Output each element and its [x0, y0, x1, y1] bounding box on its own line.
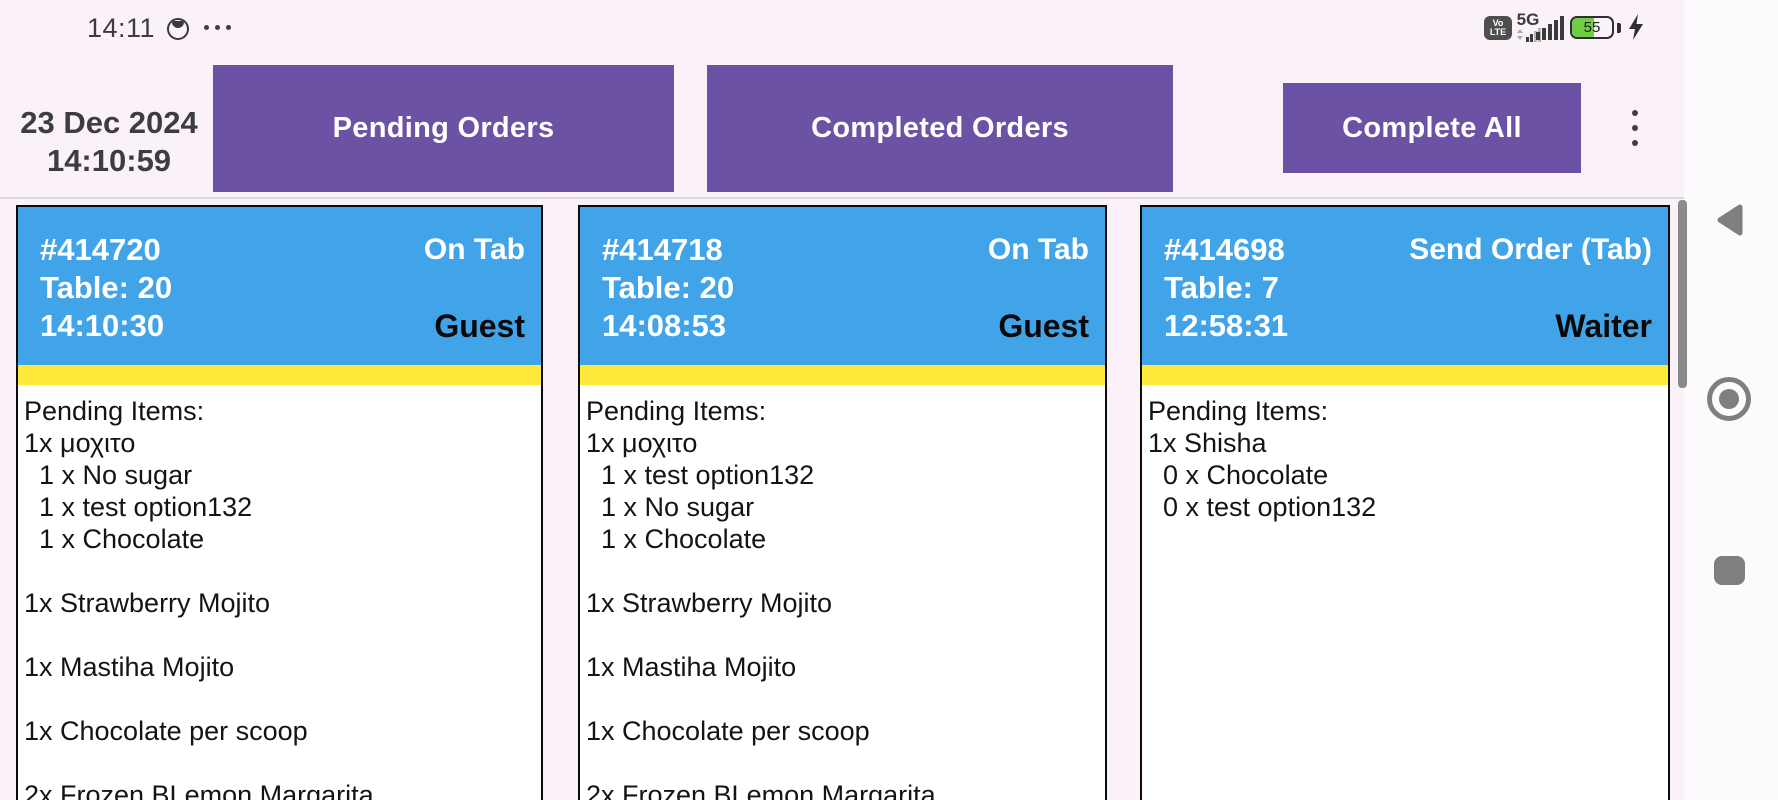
header-divider [0, 197, 1684, 199]
current-clock: 14:10:59 [46, 143, 172, 178]
complete-all-button[interactable]: Complete All [1283, 83, 1581, 173]
order-id: #414698 [1164, 232, 1285, 267]
order-type: Send Order (Tab) [1409, 233, 1652, 266]
status-bar: 14:11 Vo LTE 5G 55 [0, 0, 1778, 55]
order-items: Pending Items: 1x μοχιτο 1 x test option… [580, 385, 1105, 800]
back-button-icon[interactable] [1711, 202, 1747, 238]
battery-icon: 55 [1570, 16, 1614, 39]
order-status-stripe [1142, 365, 1668, 385]
order-card[interactable]: #414720 Table: 20 14:10:30 On Tab Guest … [16, 205, 543, 800]
order-type: On Tab [987, 233, 1089, 266]
order-card-header: #414698 Table: 7 12:58:31 Send Order (Ta… [1142, 207, 1668, 365]
order-item-line: 0 x test option132 [1148, 492, 1377, 522]
signal-bars-icon [1536, 16, 1564, 40]
volte-icon: Vo LTE [1484, 16, 1512, 40]
vertical-scrollbar[interactable] [1678, 200, 1687, 388]
face-emoji-icon [167, 18, 189, 40]
order-table: Table: 20 [40, 270, 173, 305]
order-item-line: 1x Chocolate per scoop [586, 716, 870, 746]
battery-level: 55 [1583, 19, 1601, 36]
order-type: On Tab [423, 233, 525, 266]
charging-bolt-icon [1629, 14, 1643, 40]
order-card[interactable]: #414698 Table: 7 12:58:31 Send Order (Ta… [1140, 205, 1670, 800]
pending-items-title: Pending Items: [24, 396, 205, 426]
order-card-header: #414718 Table: 20 14:08:53 On Tab Guest [580, 207, 1105, 365]
order-item-line: 0 x Chocolate [1148, 460, 1329, 490]
recents-button-icon[interactable] [1714, 556, 1745, 585]
order-item-line: 1x Strawberry Mojito [24, 588, 271, 618]
order-item-line: 1x μοχιτο [24, 428, 136, 458]
order-origin: Guest [434, 308, 525, 344]
order-item-line: 1x Mastiha Mojito [24, 652, 235, 682]
order-item-line: 1 x Chocolate [586, 524, 767, 554]
order-item-line [586, 619, 1097, 651]
pending-orders-button[interactable]: Pending Orders [213, 65, 674, 192]
home-button-icon[interactable] [1707, 377, 1751, 421]
order-item-line: 1x Shisha [1148, 428, 1267, 458]
order-card[interactable]: #414718 Table: 20 14:08:53 On Tab Guest … [578, 205, 1107, 800]
completed-orders-button[interactable]: Completed Orders [707, 65, 1173, 192]
order-item-line: 1x μοχιτο [586, 428, 698, 458]
pending-items-title: Pending Items: [1148, 396, 1329, 426]
overflow-menu-icon[interactable] [1627, 110, 1643, 146]
order-time: 14:10:30 [40, 308, 165, 343]
current-datetime: 23 Dec 2024 14:10:59 [18, 104, 200, 180]
order-id: #414720 [40, 232, 161, 267]
order-item-line [586, 683, 1097, 715]
order-item-line [24, 683, 533, 715]
battery-tip [1617, 23, 1621, 33]
order-id: #414718 [602, 232, 723, 267]
order-item-line [586, 555, 1097, 587]
order-item-line: 1 x test option132 [24, 492, 253, 522]
order-item-line: 1 x No sugar [24, 460, 193, 490]
order-item-line: 1x Mastiha Mojito [586, 652, 797, 682]
order-table: Table: 20 [602, 270, 735, 305]
order-item-line: 2x Frozen BLemon Margarita [24, 780, 374, 800]
order-item-line [24, 619, 533, 651]
order-item-line: 1 x No sugar [586, 492, 755, 522]
order-card-header: #414720 Table: 20 14:10:30 On Tab Guest [18, 207, 541, 365]
order-time: 12:58:31 [1164, 308, 1289, 343]
battery-fill [1572, 18, 1594, 37]
order-item-line [24, 555, 533, 587]
current-date: 23 Dec 2024 [20, 105, 198, 140]
order-time: 14:08:53 [602, 308, 727, 343]
order-item-line: 1 x test option132 [586, 460, 815, 490]
status-time: 14:11 [87, 13, 156, 43]
order-items: Pending Items: 1x μοχιτο 1 x No sugar 1 … [18, 385, 541, 800]
order-origin: Waiter [1555, 308, 1652, 344]
order-item-line [24, 747, 533, 779]
order-item-line: 2x Frozen BLemon Margarita [586, 780, 936, 800]
order-item-line: 1 x Chocolate [24, 524, 205, 554]
network-type-label: 5G [1516, 10, 1540, 29]
order-origin: Guest [998, 308, 1089, 344]
order-item-line [586, 747, 1097, 779]
order-status-stripe [580, 365, 1105, 385]
order-table: Table: 7 [1164, 270, 1279, 305]
order-status-stripe [18, 365, 541, 385]
notification-dots-icon [204, 25, 231, 30]
pending-items-title: Pending Items: [586, 396, 767, 426]
order-items: Pending Items: 1x Shisha 0 x Chocolate 0… [1142, 385, 1668, 523]
order-item-line: 1x Strawberry Mojito [586, 588, 833, 618]
order-item-line: 1x Chocolate per scoop [24, 716, 308, 746]
